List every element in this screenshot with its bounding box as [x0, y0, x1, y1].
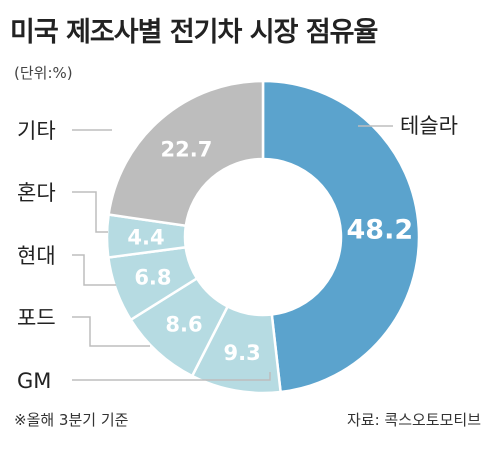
- value-label-4: 4.4: [127, 225, 164, 249]
- category-label-5: 기타: [17, 119, 56, 143]
- category-label-1: GM: [17, 369, 51, 393]
- donut-slice-0: [261, 79, 421, 394]
- leader-line-4: [72, 191, 108, 233]
- donut-slice-5: [107, 79, 265, 228]
- source-credit: 자료: 콕스오토모티브: [346, 411, 481, 429]
- value-label-3: 6.8: [134, 266, 171, 290]
- value-label-2: 8.6: [165, 312, 202, 336]
- category-label-3: 현대: [17, 244, 56, 268]
- value-label-5: 22.7: [161, 138, 213, 162]
- leader-line-1: [72, 372, 271, 381]
- leader-line-2: [72, 316, 150, 347]
- chart-title: 미국 제조사별 전기차 시장 점유율: [10, 17, 378, 48]
- footnote: ※올해 3분기 기준: [14, 411, 129, 429]
- leader-line-3: [72, 254, 116, 286]
- category-label-2: 포드: [17, 306, 56, 330]
- unit-label: (단위:%): [14, 64, 73, 82]
- value-label-1: 9.3: [224, 341, 261, 365]
- value-label-0: 48.2: [347, 214, 414, 245]
- category-label-4: 혼다: [17, 181, 56, 205]
- category-label-0: 테슬라: [400, 114, 458, 138]
